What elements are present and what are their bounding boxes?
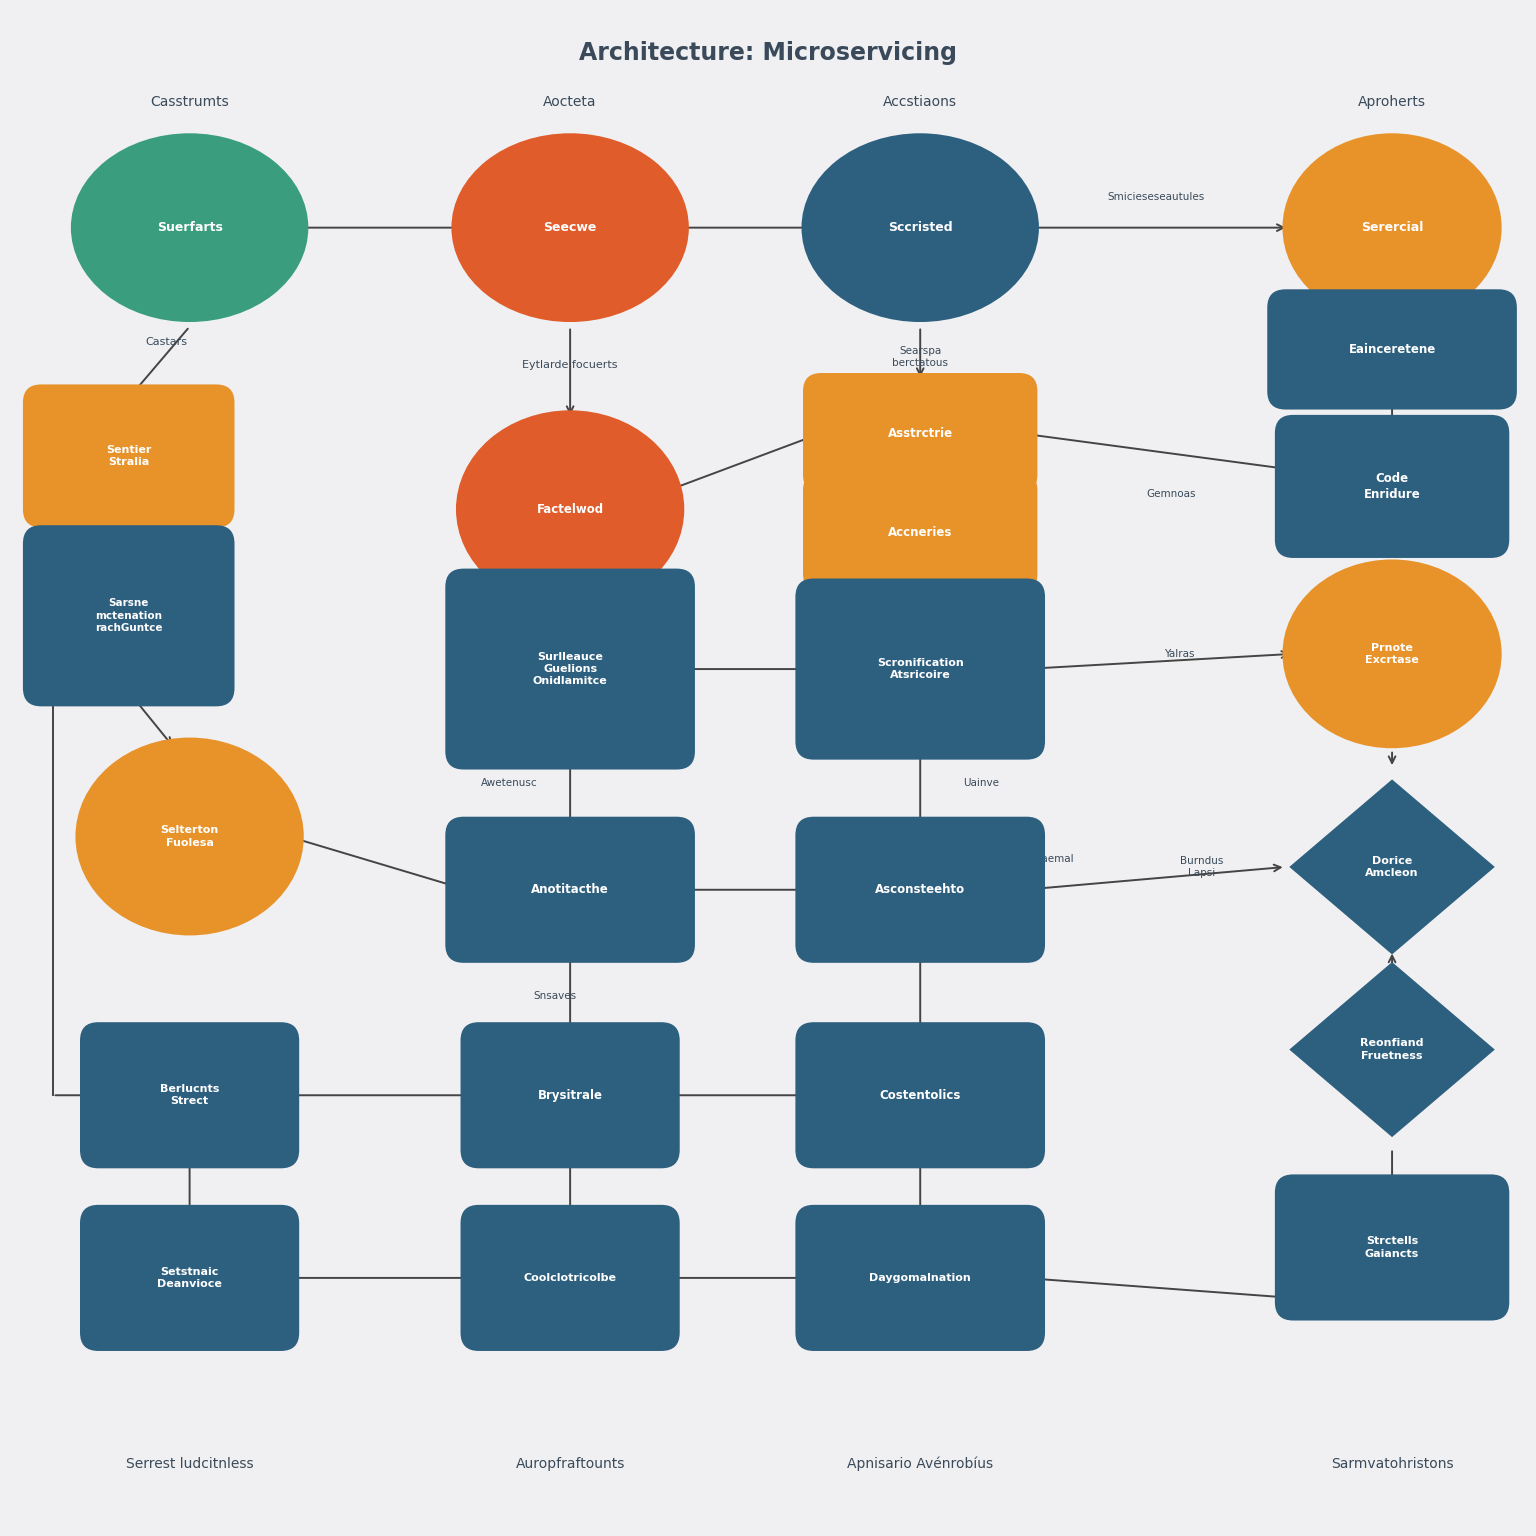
FancyBboxPatch shape [803,373,1037,493]
Text: Asconsteehto: Asconsteehto [876,883,965,897]
Text: Aocteta: Aocteta [544,95,598,109]
FancyBboxPatch shape [461,1021,680,1169]
Text: Eytlarde focuerts: Eytlarde focuerts [522,359,617,370]
Text: Sarmvatohristons: Sarmvatohristons [1330,1458,1453,1471]
Text: Serrest ludcitnless: Serrest ludcitnless [126,1458,253,1471]
Text: Sentier
Stralia: Sentier Stralia [106,445,152,467]
FancyBboxPatch shape [445,817,694,963]
Text: Factelwod: Factelwod [536,502,604,516]
FancyBboxPatch shape [1275,1175,1510,1321]
Text: Eainceretene: Eainceretene [1349,343,1436,356]
Polygon shape [1289,779,1495,954]
Text: Prnote
Excrtase: Prnote Excrtase [1366,642,1419,665]
FancyBboxPatch shape [796,817,1044,963]
FancyBboxPatch shape [23,525,235,707]
Text: Castars: Castars [146,336,187,347]
FancyBboxPatch shape [1275,415,1510,558]
Text: Auropfraftounts: Auropfraftounts [516,1458,625,1471]
Ellipse shape [452,134,688,323]
FancyBboxPatch shape [461,1204,680,1352]
Ellipse shape [802,134,1038,323]
Polygon shape [1289,962,1495,1137]
Text: Daygomalnation: Daygomalnation [869,1273,971,1283]
Text: Seecwe: Seecwe [544,221,598,233]
Text: Surlleauce
Guelions
Onidlamitce: Surlleauce Guelions Onidlamitce [533,651,608,687]
Text: Reonfiand
Fruetness: Reonfiand Fruetness [1361,1038,1424,1061]
Text: Apnisario Avénrobíus: Apnisario Avénrobíus [848,1456,994,1471]
Text: Burndus
Lapsi: Burndus Lapsi [1180,856,1224,877]
FancyBboxPatch shape [445,568,694,770]
Text: Snsaves: Snsaves [533,991,576,1001]
Ellipse shape [1283,559,1502,748]
Text: Gemnoas: Gemnoas [1146,488,1197,499]
FancyBboxPatch shape [23,384,235,527]
Text: Aproherts: Aproherts [1358,95,1425,109]
FancyBboxPatch shape [796,1204,1044,1352]
Text: Uainve: Uainve [963,779,998,788]
Text: Yalras: Yalras [1164,648,1193,659]
Text: Strctells
Gaiancts: Strctells Gaiancts [1366,1236,1419,1258]
Text: Sthaemal: Sthaemal [1025,854,1074,865]
Text: Smicieseseautules: Smicieseseautules [1107,192,1204,203]
Text: Brysitrale: Brysitrale [538,1089,602,1101]
FancyBboxPatch shape [1267,289,1518,410]
Ellipse shape [456,410,684,608]
FancyBboxPatch shape [80,1021,300,1169]
Text: Anotitacthe: Anotitacthe [531,883,608,897]
Ellipse shape [75,737,304,935]
Text: Setstnaic
Deanvioce: Setstnaic Deanvioce [157,1267,223,1289]
Text: Dorice
Amcleon: Dorice Amcleon [1366,856,1419,879]
Text: Code
Enridure: Code Enridure [1364,472,1421,501]
Text: Serercial: Serercial [1361,221,1424,233]
Text: Sccristed: Sccristed [888,221,952,233]
FancyBboxPatch shape [803,472,1037,593]
Text: Awetenusc: Awetenusc [481,779,538,788]
Text: Searspa
berctatous: Searspa berctatous [892,346,948,367]
Text: Selterton
Fuolesa: Selterton Fuolesa [160,825,218,848]
Text: Accneries: Accneries [888,525,952,539]
Text: Accstiaons: Accstiaons [883,95,957,109]
Text: Sarsne
mctenation
rachGuntce: Sarsne mctenation rachGuntce [95,599,163,633]
Ellipse shape [1283,134,1502,323]
Text: Costentolics: Costentolics [880,1089,962,1101]
FancyBboxPatch shape [80,1204,300,1352]
FancyBboxPatch shape [796,1021,1044,1169]
Text: Casstrumts: Casstrumts [151,95,229,109]
Text: Scronification
Atsricoire: Scronification Atsricoire [877,657,963,680]
Text: Architecture: Microservicing: Architecture: Microservicing [579,40,957,65]
FancyBboxPatch shape [796,579,1044,760]
Text: Coolclotricolbe: Coolclotricolbe [524,1273,616,1283]
Text: Asstrctrie: Asstrctrie [888,427,952,439]
Text: Suerfarts: Suerfarts [157,221,223,233]
Text: Berlucnts
Strect: Berlucnts Strect [160,1084,220,1106]
Ellipse shape [71,134,309,323]
